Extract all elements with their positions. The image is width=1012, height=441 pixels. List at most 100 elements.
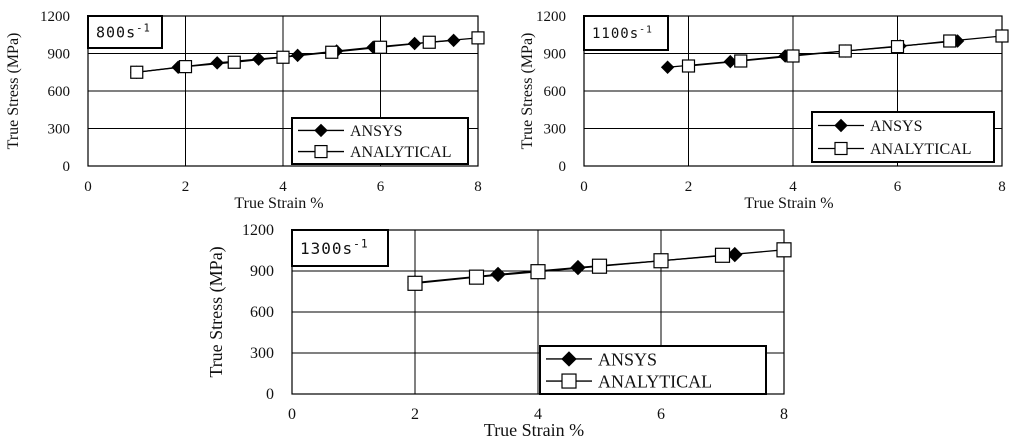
- strain-rate-box: [583, 15, 669, 51]
- y-tick-label: 0: [63, 159, 71, 175]
- legend-label-analytical: ANALYTICAL: [870, 141, 972, 158]
- x-tick-label: 0: [84, 179, 92, 195]
- strain-rate-value: 1100s: [592, 26, 639, 42]
- legend-diamond-icon: [834, 118, 848, 133]
- x-axis-title: True Strain %: [744, 195, 833, 212]
- y-tick-label: 300: [250, 345, 274, 362]
- x-tick-label: 8: [998, 179, 1006, 195]
- x-tick-label: 8: [474, 179, 482, 195]
- series-line-analytical: [136, 37, 479, 73]
- legend-label-analytical: ANALYTICAL: [350, 144, 452, 161]
- legend-square-icon: [561, 373, 577, 389]
- analytical-point: [325, 45, 339, 59]
- y-tick-label: 900: [48, 47, 71, 63]
- strain-rate-label: 800s-1: [96, 22, 151, 41]
- strain-rate-box: [87, 15, 163, 49]
- y-tick-label: 600: [544, 84, 567, 100]
- analytical-point: [681, 59, 696, 73]
- legend-square-icon: [834, 141, 848, 156]
- analytical-point: [227, 55, 241, 69]
- y-tick-label: 0: [266, 386, 274, 403]
- ansys-point: [446, 33, 461, 48]
- y-tick-label: 300: [48, 122, 71, 138]
- legend-label-ansys: ANSYS: [350, 123, 402, 140]
- x-tick-label: 0: [288, 406, 296, 423]
- legend-label-analytical: ANALYTICAL: [598, 371, 712, 391]
- y-tick-label: 600: [250, 304, 274, 321]
- x-tick-label: 6: [657, 406, 665, 423]
- ansys-point: [407, 36, 422, 51]
- analytical-point: [178, 60, 193, 74]
- x-tick-label: 8: [780, 406, 788, 423]
- legend-diamond-icon: [314, 123, 328, 138]
- ansys-point: [490, 266, 506, 283]
- x-tick-label: 0: [580, 179, 588, 195]
- analytical-point: [995, 29, 1009, 43]
- strain-rate-value: 800s: [96, 23, 136, 41]
- chart-panel-2: 0 300 600 900 1200 0 2 4 6 8 True Strain % True Str…: [519, 9, 1009, 212]
- analytical-point: [653, 253, 669, 269]
- analytical-point: [276, 50, 290, 64]
- x-tick-label: 4: [279, 179, 287, 195]
- y-axis-title: True Stress (MPa): [206, 246, 227, 377]
- x-axis-title: True Strain %: [484, 420, 584, 440]
- analytical-point: [530, 264, 546, 280]
- analytical-point: [373, 40, 388, 54]
- x-tick-label: 6: [894, 179, 902, 195]
- analytical-point: [786, 49, 800, 63]
- analytical-point: [838, 44, 852, 58]
- analytical-point: [407, 275, 423, 291]
- analytical-point: [468, 269, 485, 285]
- y-tick-label: 600: [48, 84, 71, 100]
- x-axis-title: True Strain %: [234, 195, 323, 212]
- x-tick-label: 2: [411, 406, 419, 423]
- analytical-point: [776, 242, 792, 258]
- ansys-point: [251, 52, 266, 66]
- chart-panel-1: 0 300 600 900 1200 0 2 4 6 8 True Strain % True Str…: [5, 9, 485, 212]
- chart-panel-3: 0 300 600 900 1200 0 2 4 6 8 True Strain % True Str…: [206, 222, 792, 440]
- y-tick-label: 1200: [536, 9, 566, 25]
- legend-label-ansys: ANSYS: [870, 118, 922, 135]
- legend-square-icon: [314, 144, 328, 159]
- strain-rate-exponent: -1: [136, 22, 151, 34]
- y-tick-label: 300: [544, 122, 567, 138]
- x-tick-label: 2: [685, 179, 693, 195]
- y-tick-label: 1200: [242, 222, 274, 239]
- legend-label-ansys: ANSYS: [598, 349, 657, 369]
- y-axis-title: True Stress (MPa): [519, 33, 536, 150]
- plot-area: [87, 15, 479, 167]
- plot-area: [583, 15, 1003, 167]
- analytical-point: [734, 54, 748, 68]
- y-tick-label: 0: [559, 159, 567, 175]
- analytical-point: [714, 247, 731, 263]
- plot-area: [291, 229, 785, 395]
- ansys-point: [210, 56, 224, 70]
- analytical-point: [471, 31, 485, 45]
- analytical-point: [591, 258, 608, 274]
- ansys-point: [727, 246, 743, 263]
- y-tick-label: 900: [250, 263, 274, 280]
- strain-rate-exponent: -1: [353, 237, 368, 250]
- ansys-point: [570, 259, 586, 276]
- x-tick-label: 2: [182, 179, 190, 195]
- ansys-point: [290, 48, 305, 63]
- x-tick-label: 6: [377, 179, 385, 195]
- y-axis-title: True Stress (MPa): [5, 33, 22, 150]
- legend-box: [539, 345, 767, 395]
- x-tick-label: 4: [789, 179, 797, 195]
- legend-diamond-icon: [561, 351, 577, 367]
- strain-rate-label: 1300s-1: [300, 237, 369, 257]
- x-tick-label: 4: [534, 406, 542, 423]
- analytical-point: [422, 35, 436, 49]
- strain-rate-label: 1100s-1: [592, 24, 653, 42]
- ansys-point: [660, 60, 675, 74]
- analytical-point: [130, 65, 144, 79]
- analytical-point: [890, 40, 905, 54]
- analytical-point: [943, 34, 957, 48]
- strain-rate-box: [291, 229, 389, 267]
- y-tick-label: 1200: [40, 9, 70, 25]
- y-tick-label: 900: [544, 47, 567, 63]
- strain-rate-value: 1300s: [300, 239, 353, 258]
- strain-rate-exponent: -1: [639, 24, 653, 35]
